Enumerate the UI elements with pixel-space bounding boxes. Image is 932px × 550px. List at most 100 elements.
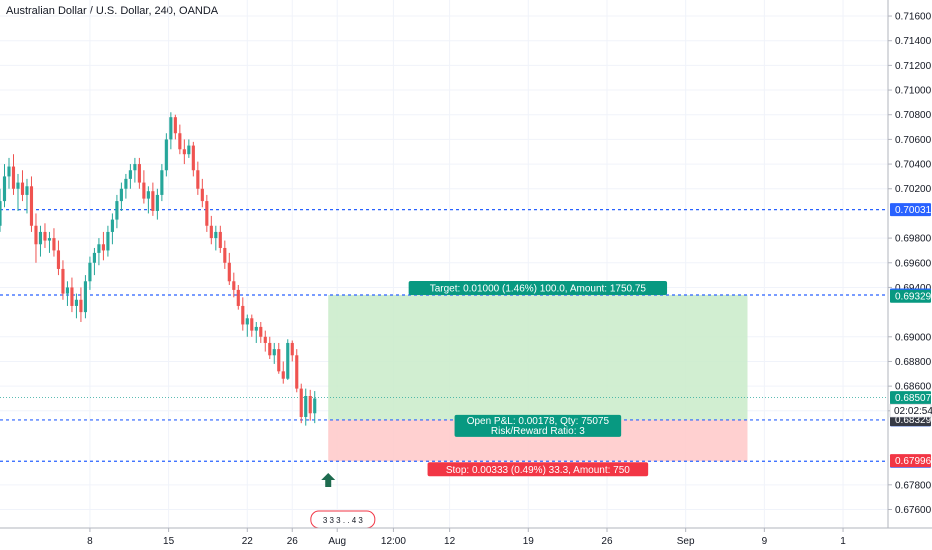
candle-body — [38, 231, 43, 245]
x-tick-label: Aug — [328, 536, 346, 547]
y-tick-label: 0.69800 — [895, 234, 932, 245]
x-tick-label: 1 — [840, 536, 846, 547]
y-tick-label: 0.67600 — [895, 505, 932, 516]
candle-body — [290, 342, 294, 356]
target-label: Target: 0.01000 (1.46%) 100.0, Amount: 1… — [430, 283, 647, 294]
x-tick-label: 26 — [287, 536, 299, 547]
chart-title: Australian Dollar / U.S. Dollar, 240, OA… — [6, 5, 219, 17]
candle-body — [92, 252, 96, 263]
axis-price-tag: 0.69329 — [895, 292, 932, 303]
candle-body — [115, 201, 119, 220]
candle-body — [263, 336, 267, 343]
y-tick-label: 0.69400 — [895, 283, 932, 294]
candle-body — [236, 289, 240, 306]
axis-price-tag: 0.68329 — [895, 415, 932, 426]
candle-body — [16, 182, 20, 189]
pnl-label-bg — [454, 414, 622, 437]
y-tick-label: 0.71600 — [895, 12, 932, 23]
y-tick-label: 0.68600 — [895, 382, 932, 393]
candle-body — [146, 191, 150, 199]
x-tick-label: Sep — [677, 536, 695, 547]
candle-body — [250, 318, 254, 331]
x-tick-label: 22 — [242, 536, 254, 547]
candle-body — [169, 117, 173, 140]
y-tick-label: 0.71200 — [895, 61, 932, 72]
candle-body — [286, 342, 290, 379]
y-tick-label: 0.70600 — [895, 135, 932, 146]
candle-body — [308, 396, 312, 414]
candle-body — [232, 281, 236, 290]
axis-price-tag-bg — [890, 289, 931, 303]
candle-body — [142, 182, 146, 199]
candle-body — [0, 201, 2, 226]
y-tick-label: 0.70400 — [895, 160, 932, 171]
candle-body — [313, 398, 317, 414]
level-price-tag: 0.70031 — [895, 205, 932, 216]
current-price-tag-bg — [890, 391, 931, 405]
candle-body — [137, 164, 141, 183]
candle-body — [218, 231, 222, 248]
candle-body — [277, 349, 281, 372]
event-badge-text: 3 3 3 . . 4 3 — [323, 516, 364, 525]
candle-body — [187, 145, 191, 155]
candle-body — [155, 194, 159, 211]
candle-body — [268, 342, 272, 356]
candle-body — [79, 299, 83, 313]
candle-body — [124, 178, 128, 189]
candle-body — [272, 349, 276, 356]
candle-body — [304, 396, 308, 417]
rr-label: Risk/Reward Ratio: 3 — [491, 426, 585, 437]
candle-body — [43, 231, 47, 241]
candle-body — [83, 281, 88, 313]
stop-label-bg — [427, 462, 649, 477]
candle-body — [20, 182, 25, 195]
candle-body — [11, 166, 16, 189]
x-tick-label: 9 — [762, 536, 768, 547]
y-tick-label: 0.71000 — [895, 86, 932, 97]
y-tick-label: 0.69000 — [895, 332, 932, 343]
candle-body — [2, 176, 7, 202]
candle-body — [151, 191, 155, 211]
x-tick-label: 15 — [163, 536, 175, 547]
candle-body — [25, 186, 29, 195]
y-tick-label: 0.70200 — [895, 184, 932, 195]
entry-arrow-icon — [321, 473, 336, 487]
candle-body — [259, 326, 263, 337]
x-tick-label: 19 — [523, 536, 535, 547]
candle-body — [119, 188, 123, 202]
candle-body — [29, 186, 34, 226]
candle-body — [227, 262, 231, 282]
y-tick-label: 0.67800 — [895, 480, 932, 491]
countdown-bg — [889, 403, 932, 418]
x-tick-label: 26 — [601, 536, 613, 547]
level-price-tag-bg — [890, 203, 931, 217]
stop-label: Stop: 0.00333 (0.49%) 33.3, Amount: 750 — [446, 465, 630, 476]
candle-body — [101, 244, 105, 251]
time-axis — [0, 528, 932, 550]
candle-body — [299, 388, 303, 417]
candle-body — [196, 170, 200, 189]
candle-body — [160, 170, 164, 195]
candle-body — [295, 355, 299, 389]
candle-body — [70, 287, 74, 306]
y-tick-label: 0.69600 — [895, 258, 932, 269]
candle-body — [173, 117, 177, 134]
candle-body — [110, 219, 114, 232]
candle-body — [200, 188, 204, 202]
candle-body — [61, 268, 65, 294]
candle-body — [214, 231, 218, 239]
candle-body — [241, 305, 245, 325]
candle-body — [65, 287, 70, 294]
candle-body — [52, 238, 56, 251]
candle-body — [281, 371, 285, 379]
axis-price-tag: 0.67996 — [895, 456, 932, 467]
candle-body — [245, 318, 249, 325]
target-zone — [328, 294, 748, 420]
candle-body — [133, 164, 137, 171]
candle-body — [205, 201, 209, 226]
candle-body — [182, 149, 186, 155]
candle-body — [34, 225, 38, 245]
candle-body — [254, 326, 258, 331]
